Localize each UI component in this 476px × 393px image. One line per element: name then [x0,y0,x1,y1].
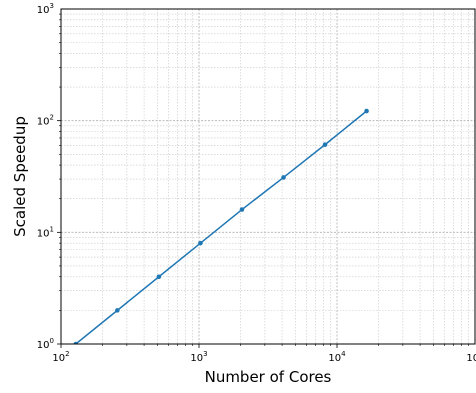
x-axis-title: Number of Cores [205,368,332,386]
series-layer [73,108,369,344]
y-tick-label: 103 [37,2,54,16]
x-tick-label: 104 [328,350,346,364]
data-point-marker [115,308,120,313]
data-point-marker [281,175,286,180]
y-axis-title: Scaled Speedup [11,116,29,237]
data-point-marker [364,108,369,114]
y-tick-label: 102 [37,114,54,128]
data-point-marker [198,240,203,246]
series-line [75,110,368,344]
data-point-marker [73,341,79,344]
y-tick-label: 101 [37,225,54,239]
data-series [73,108,369,344]
data-point-marker [322,142,328,147]
axis-ticks: 102 103 104 105 100 101 102 103 [37,2,476,364]
data-point-marker [156,274,162,280]
plot-frame [60,8,476,345]
x-tick-label: 102 [52,350,69,364]
x-tick-label: 103 [190,350,207,364]
x-tick-label: 105 [466,350,476,364]
data-point-marker [239,207,245,212]
grid-lines [61,9,475,344]
y-tick-label: 100 [37,337,54,351]
